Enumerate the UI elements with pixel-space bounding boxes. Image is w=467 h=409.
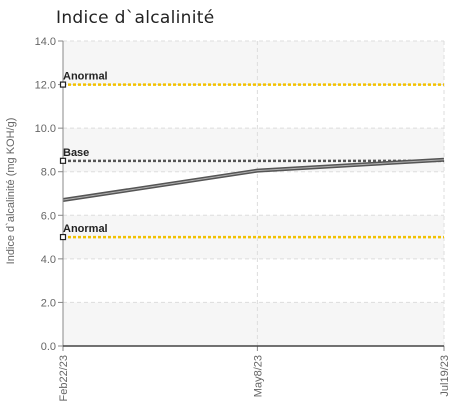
reference-marker (59, 81, 67, 88)
x-tick-label: Jul19/23 (439, 355, 451, 397)
tick-labels: 0.0 2.0 4.0 6.0 8.0 10.0 12.0 14.0 Feb22/23 May8/… (35, 36, 451, 401)
y-tick-label: 6.0 (41, 210, 56, 222)
y-tick-label: 8.0 (41, 167, 56, 179)
data-series (62, 157, 445, 203)
reference-lines (63, 83, 444, 239)
reference-marker (59, 157, 67, 164)
plot-band (63, 302, 444, 346)
grid-lines (62, 40, 445, 346)
y-tick-label: 10.0 (35, 123, 56, 135)
chart-title: Indice d`alcalinité (56, 8, 215, 28)
reference-label: Anormal (63, 223, 108, 235)
y-tick-label: 2.0 (41, 297, 56, 309)
plot-band (63, 128, 444, 172)
y-tick-label: 0.0 (41, 341, 56, 353)
reference-labels: Anormal Base Anormal (59, 71, 108, 241)
plot-bands (63, 41, 444, 346)
reference-label: Anormal (63, 71, 108, 83)
x-tick-label: Feb22/23 (58, 355, 70, 401)
y-tick-label: 12.0 (35, 80, 56, 92)
reference-marker (59, 233, 67, 241)
series-line-highlight (62, 159, 445, 201)
plot-band (63, 41, 444, 85)
y-tick-label: 14.0 (35, 36, 56, 48)
x-tick-label: May8/23 (252, 355, 264, 397)
y-axis-title: Indice d`alcalinité (mg KOH/g) (5, 118, 17, 265)
reference-label: Base (63, 147, 89, 159)
y-tick-label: 4.0 (41, 254, 56, 266)
